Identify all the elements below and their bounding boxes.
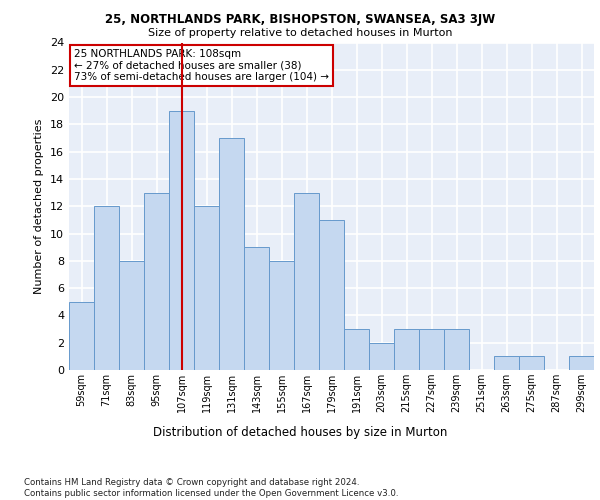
Bar <box>519 356 544 370</box>
Bar <box>419 329 444 370</box>
Bar <box>69 302 94 370</box>
Bar <box>119 261 144 370</box>
Bar <box>444 329 469 370</box>
Bar <box>294 192 319 370</box>
Bar <box>569 356 594 370</box>
Bar <box>194 206 219 370</box>
Bar <box>169 110 194 370</box>
Text: Contains HM Land Registry data © Crown copyright and database right 2024.
Contai: Contains HM Land Registry data © Crown c… <box>24 478 398 498</box>
Bar <box>94 206 119 370</box>
Y-axis label: Number of detached properties: Number of detached properties <box>34 118 44 294</box>
Bar <box>269 261 294 370</box>
Text: 25, NORTHLANDS PARK, BISHOPSTON, SWANSEA, SA3 3JW: 25, NORTHLANDS PARK, BISHOPSTON, SWANSEA… <box>105 12 495 26</box>
Text: Distribution of detached houses by size in Murton: Distribution of detached houses by size … <box>153 426 447 439</box>
Text: 25 NORTHLANDS PARK: 108sqm
← 27% of detached houses are smaller (38)
73% of semi: 25 NORTHLANDS PARK: 108sqm ← 27% of deta… <box>74 49 329 82</box>
Text: Size of property relative to detached houses in Murton: Size of property relative to detached ho… <box>148 28 452 38</box>
Bar <box>144 192 169 370</box>
Bar <box>244 247 269 370</box>
Bar <box>344 329 369 370</box>
Bar <box>219 138 244 370</box>
Bar <box>319 220 344 370</box>
Bar <box>369 342 394 370</box>
Bar <box>394 329 419 370</box>
Bar <box>494 356 519 370</box>
